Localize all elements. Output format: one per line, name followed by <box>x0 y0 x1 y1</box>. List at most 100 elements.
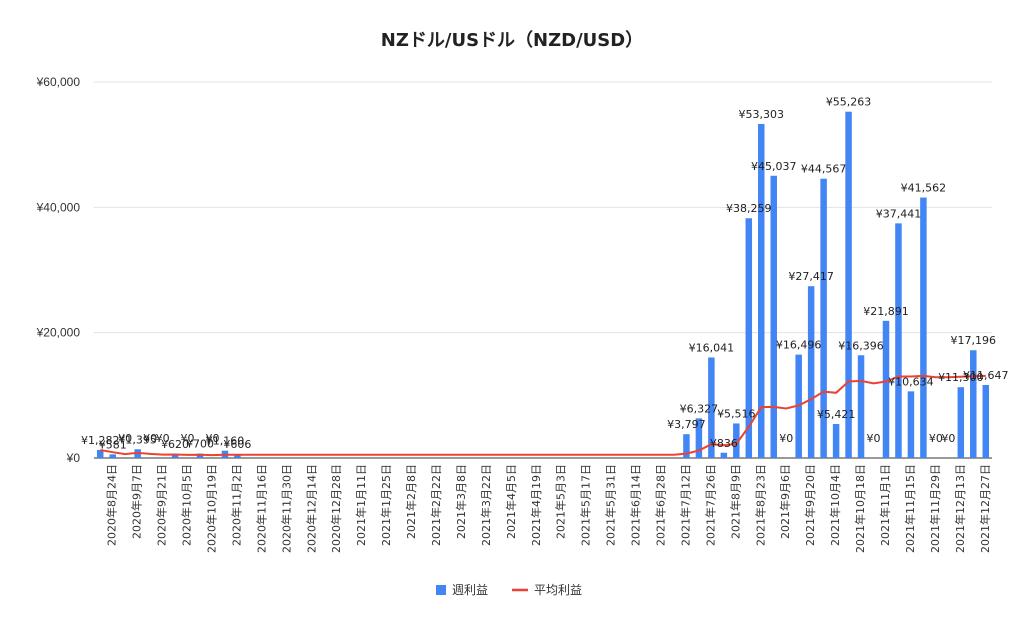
x-tick-label: 2021年3月22日 <box>479 464 493 546</box>
data-label: ¥581 <box>99 438 127 451</box>
data-label: ¥0 <box>929 432 943 445</box>
y-tick-label: ¥0 <box>66 451 81 465</box>
data-label: ¥10,634 <box>888 375 934 388</box>
chart-title: NZドル/USドル（NZD/USD） <box>381 30 643 51</box>
x-tick-label: 2021年12月27日 <box>978 464 992 553</box>
x-tick-label: 2021年12月13日 <box>953 464 967 553</box>
x-tick-label: 2021年5月17日 <box>579 464 593 546</box>
legend-label-average: 平均利益 <box>534 583 582 597</box>
data-label: ¥16,496 <box>776 339 822 352</box>
x-tick-label: 2020年11月30日 <box>279 464 293 553</box>
bar <box>758 123 765 458</box>
data-label: ¥0 <box>205 432 219 445</box>
bar <box>196 453 204 458</box>
y-axis-ticks: ¥0 ¥20,000 ¥40,000 ¥60,000 <box>36 75 81 465</box>
data-label: ¥16,396 <box>838 339 884 352</box>
x-tick-label: 2021年5月31日 <box>604 464 618 546</box>
data-label: ¥3,797 <box>667 418 706 431</box>
x-tick-label: 2020年12月14日 <box>304 464 318 553</box>
x-tick-label: 2021年8月23日 <box>753 464 767 546</box>
x-tick-label: 2020年8月24日 <box>105 464 119 546</box>
x-tick-label: 2021年2月22日 <box>429 464 443 546</box>
data-label: ¥5,421 <box>817 408 856 421</box>
bar <box>970 350 977 458</box>
data-label: ¥41,562 <box>901 182 947 195</box>
data-label: ¥0 <box>118 432 132 445</box>
data-label: ¥836 <box>710 437 738 450</box>
bar <box>920 197 927 458</box>
x-axis-ticks: 2020年8月24日 2020年9月7日 2020年9月21日 2020年10月5日 2… <box>105 464 992 553</box>
bar <box>770 175 777 458</box>
data-label: ¥53,303 <box>739 108 785 121</box>
x-tick-label: 2021年11月29日 <box>928 464 942 553</box>
y-tick-label: ¥60,000 <box>36 75 81 89</box>
data-label: ¥21,891 <box>863 305 909 318</box>
bar <box>96 449 104 458</box>
x-tick-label: 2021年10月18日 <box>853 464 867 553</box>
data-label: ¥700 <box>186 438 214 451</box>
x-tick-label: 2020年10月5日 <box>180 464 194 546</box>
data-label: ¥606 <box>223 438 251 451</box>
x-tick-label: 2021年6月28日 <box>653 464 667 546</box>
data-label: ¥17,196 <box>951 334 997 347</box>
data-label: ¥6,327 <box>680 402 719 415</box>
bar <box>832 424 840 458</box>
data-label: ¥16,041 <box>689 341 735 354</box>
data-label: ¥44,567 <box>801 163 847 176</box>
data-label: ¥45,037 <box>751 160 797 173</box>
bar <box>695 418 703 458</box>
bar <box>733 423 740 458</box>
x-tick-label: 2020年11月16日 <box>254 464 268 553</box>
bar <box>720 452 728 458</box>
bar <box>109 454 116 458</box>
x-tick-label: 2021年11月1日 <box>878 464 892 546</box>
x-tick-label: 2020年9月21日 <box>155 464 169 546</box>
bar <box>708 357 715 458</box>
data-label: ¥27,417 <box>788 270 834 283</box>
x-tick-label: 2020年12月28日 <box>329 464 343 553</box>
average-profit-line <box>100 374 986 457</box>
bar <box>857 355 865 458</box>
x-tick-label: 2021年1月25日 <box>379 464 393 546</box>
x-tick-label: 2021年5月3日 <box>554 464 568 539</box>
x-tick-label: 2021年8月9日 <box>728 464 742 539</box>
data-label: ¥1,282 <box>81 434 120 447</box>
x-tick-label: 2021年10月4日 <box>828 464 842 546</box>
bar <box>895 223 902 458</box>
bar <box>807 286 815 458</box>
x-tick-label: 2021年6月14日 <box>629 464 643 546</box>
data-label: ¥0 <box>941 432 955 445</box>
data-label: ¥620 <box>161 438 189 451</box>
legend-label-weekly: 週利益 <box>452 583 488 597</box>
x-tick-label: 2020年10月19日 <box>204 464 218 553</box>
x-tick-label: 2020年11月2日 <box>229 464 243 546</box>
bar <box>845 111 852 458</box>
bar <box>745 218 753 458</box>
bar <box>171 454 179 458</box>
bar <box>683 434 690 458</box>
data-label: ¥0 <box>181 432 195 445</box>
data-label: ¥11,300 <box>938 371 984 384</box>
x-tick-label: 2021年4月19日 <box>529 464 543 546</box>
data-labels: ¥1,282¥581¥0¥1,395¥0¥0¥620¥0¥700¥0¥1,160… <box>81 96 1009 452</box>
data-label: ¥5,516 <box>717 407 756 420</box>
x-tick-label: 2021年1月11日 <box>354 464 368 546</box>
x-tick-label: 2021年9月6日 <box>778 464 792 539</box>
x-tick-label: 2021年4月5日 <box>504 464 518 539</box>
bar <box>982 385 990 458</box>
y-tick-label: ¥20,000 <box>36 326 81 340</box>
average-line <box>100 374 986 457</box>
data-label: ¥1,160 <box>206 435 245 448</box>
weekly-profit-bars <box>96 111 990 458</box>
grid-lines <box>94 81 992 459</box>
data-label: ¥37,441 <box>876 207 922 220</box>
legend-swatch-weekly <box>436 585 446 595</box>
data-label: ¥11,647 <box>963 369 1009 382</box>
x-tick-label: 2021年11月15日 <box>903 464 917 553</box>
data-label: ¥0 <box>156 432 170 445</box>
x-tick-label: 2021年7月26日 <box>703 464 717 546</box>
x-tick-label: 2021年2月8日 <box>404 464 418 539</box>
legend: 週利益 平均利益 <box>436 583 582 597</box>
bar <box>907 391 915 458</box>
